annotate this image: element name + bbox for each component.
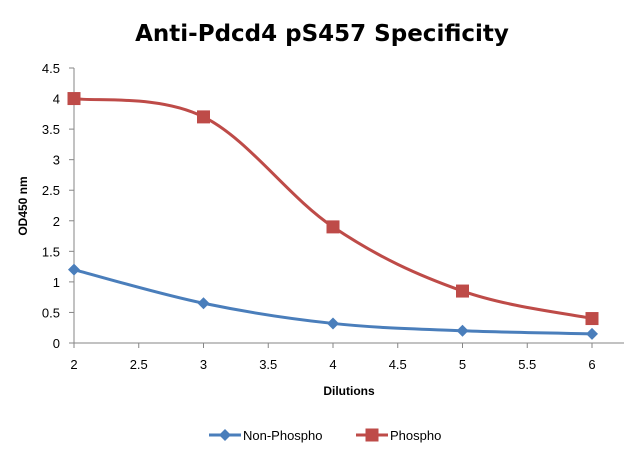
x-tick-label: 3 [200, 357, 207, 372]
chart-title: Anti-Pdcd4 pS457 Specificity [135, 21, 509, 47]
x-tick-label: 4 [329, 357, 336, 372]
y-tick-label: 3 [53, 153, 60, 168]
x-tick-label: 5 [459, 357, 466, 372]
y-tick-label: 2 [53, 214, 60, 229]
legend-label: Phospho [390, 428, 441, 443]
series-layer [67, 92, 599, 340]
y-tick-label: 4 [53, 92, 60, 107]
legend-swatch-marker [219, 429, 231, 441]
legend-swatch-marker [365, 428, 379, 442]
x-tick-label: 5.5 [518, 357, 536, 372]
y-tick-label: 2.5 [42, 183, 60, 198]
data-point [586, 327, 598, 340]
data-point [67, 92, 81, 106]
data-point [585, 312, 599, 326]
y-axis-title: OD450 nm [16, 176, 30, 235]
series-line [72, 97, 594, 321]
data-point [327, 317, 339, 330]
x-tick-label: 4.5 [389, 357, 407, 372]
y-tick-label: 1 [53, 275, 60, 290]
data-point [197, 297, 210, 310]
data-point [68, 263, 80, 276]
legend-item: Non-Phospho [209, 428, 323, 443]
axes: 0 0.5 1 1.5 2 2.5 3 3.5 4 4.5 2 2.5 3 3.5 4 4.5 5 5.5 6 [42, 61, 624, 372]
y-tick-label: 3.5 [42, 122, 60, 137]
x-tick-label: 3.5 [259, 357, 277, 372]
series-phospho [67, 92, 599, 326]
series-non-phospho [68, 263, 598, 340]
x-axis-title: Dilutions [323, 384, 375, 398]
legend-item: Phospho [356, 428, 441, 443]
x-tick-label: 2 [70, 357, 77, 372]
y-tick-label: 1.5 [42, 244, 60, 259]
x-tick-label: 2.5 [130, 357, 148, 372]
data-point [456, 284, 469, 298]
legend-label: Non-Phospho [243, 428, 323, 443]
legend: Non-Phospho Phospho [209, 428, 441, 443]
y-tick-label: 4.5 [42, 61, 60, 76]
data-point [197, 110, 210, 124]
x-tick-label: 6 [588, 357, 595, 372]
y-tick-label: 0 [53, 336, 60, 351]
y-tick-label: 0.5 [42, 305, 60, 320]
data-point [456, 324, 469, 337]
data-point [326, 220, 340, 234]
